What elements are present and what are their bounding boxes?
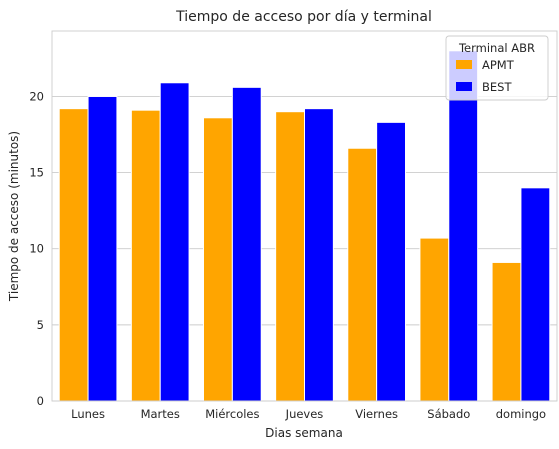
- x-axis-label: Dias semana: [265, 426, 343, 440]
- bar-apmt: [491, 261, 522, 402]
- x-tick-label: domingo: [496, 407, 546, 421]
- legend: Terminal ABR APMT BEST: [445, 35, 549, 101]
- x-tick-label: Sábado: [427, 407, 470, 421]
- bar-best: [87, 95, 118, 402]
- legend-swatch-apmt: [456, 60, 472, 69]
- bar-best: [304, 108, 334, 402]
- y-axis-label: Tiempo de acceso (minutos): [7, 131, 21, 302]
- y-tick-labels: 0 5 10 15 20: [29, 89, 44, 408]
- legend-title: Terminal ABR: [458, 41, 535, 55]
- x-tick-label: Lunes: [71, 407, 105, 421]
- x-tick-label: Martes: [141, 407, 180, 421]
- bar-best: [231, 86, 262, 402]
- y-tick-label: 5: [37, 318, 44, 332]
- bar-apmt: [347, 147, 378, 402]
- y-tick-label: 20: [29, 89, 44, 103]
- x-tick-label: Miércoles: [205, 407, 259, 421]
- bar-best: [520, 187, 551, 402]
- chart-title: Tiempo de acceso por día y terminal: [175, 9, 432, 25]
- bar-apmt: [58, 108, 89, 402]
- x-tick-labels: Lunes Martes Miércoles Jueves Viernes Sábado d…: [71, 407, 546, 421]
- y-tick-label: 10: [29, 242, 44, 256]
- legend-swatch-best: [456, 82, 472, 91]
- legend-label-best: BEST: [482, 80, 512, 94]
- legend-label-apmt: APMT: [482, 58, 515, 72]
- bar-best: [159, 82, 190, 402]
- x-tick-label: Jueves: [285, 407, 324, 421]
- bar-apmt: [419, 237, 450, 402]
- bar-best: [376, 121, 406, 402]
- bars: [58, 50, 551, 402]
- y-tick-label: 0: [37, 394, 44, 408]
- bar-best: [448, 50, 479, 402]
- plot-area-frame: [51, 30, 558, 402]
- bar-apmt: [203, 117, 233, 402]
- bar-apmt: [275, 111, 305, 402]
- x-tick-label: Viernes: [355, 407, 398, 421]
- bar-apmt: [130, 109, 161, 402]
- y-tick-label: 15: [29, 166, 44, 180]
